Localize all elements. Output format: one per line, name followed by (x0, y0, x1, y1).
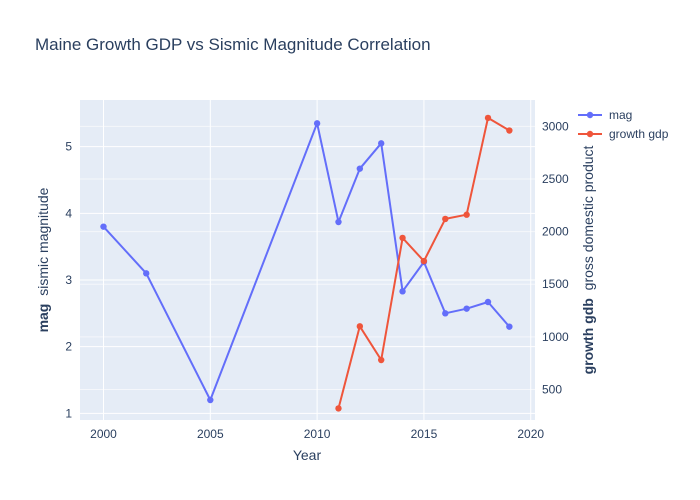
data-point-growth-gdp[interactable] (335, 405, 342, 412)
data-point-growth-gdp[interactable] (484, 114, 492, 122)
y-tick-label: 2 (65, 340, 72, 354)
y2-tick-label: 1000 (542, 330, 569, 344)
data-point-mag[interactable] (377, 140, 385, 147)
y-axis-title: mag sismic magnitude (35, 187, 51, 332)
y2-axis-title-rest: gross domestic product (580, 145, 596, 290)
y2-tick-label: 3000 (542, 119, 569, 133)
data-point-growth-gdp[interactable] (506, 127, 513, 134)
y-tick-label: 4 (65, 206, 72, 220)
series-layer (100, 114, 513, 412)
x-axis-title: Year (293, 447, 322, 463)
data-point-growth-gdp[interactable] (420, 257, 428, 265)
chart-title: Maine Growth GDP vs Sismic Magnitude Cor… (35, 35, 431, 54)
y2-tick-label: 500 (542, 382, 562, 396)
grid-lines (80, 100, 535, 420)
y2-tick-label: 2000 (542, 225, 569, 239)
y2-axis-ticks: 500 1000 1500 2000 2500 3000 (542, 119, 569, 396)
data-point-growth-gdp[interactable] (399, 234, 406, 242)
x-tick-label: 2000 (90, 427, 117, 441)
data-point-mag[interactable] (335, 218, 342, 226)
y2-tick-label: 1500 (542, 277, 569, 291)
data-point-growth-gdp[interactable] (377, 356, 385, 364)
data-point-mag[interactable] (313, 120, 321, 127)
y-tick-label: 5 (65, 140, 72, 154)
legend-item-mag[interactable]: mag (578, 108, 632, 122)
legend-swatch-marker (586, 111, 594, 119)
x-tick-label: 2020 (517, 427, 544, 441)
y2-axis-title-bold: growth gdb (580, 298, 596, 374)
y2-axis-title: growth gdb gross domestic product (580, 145, 596, 374)
legend-label: mag (609, 108, 632, 122)
y-axis-ticks: 1 2 3 4 5 (65, 140, 72, 421)
x-tick-label: 2015 (411, 427, 438, 441)
legend-item-growth-gdp[interactable]: growth gdp (578, 127, 669, 141)
data-point-mag[interactable] (399, 288, 406, 295)
y-tick-label: 1 (65, 406, 72, 420)
data-point-growth-gdp[interactable] (442, 215, 449, 223)
data-point-mag[interactable] (463, 305, 470, 312)
data-point-mag[interactable] (100, 223, 107, 230)
data-point-growth-gdp[interactable] (463, 211, 470, 218)
y-tick-label: 3 (65, 273, 72, 287)
x-tick-label: 2010 (304, 427, 331, 441)
plot-area (80, 100, 535, 420)
x-tick-label: 2005 (197, 427, 224, 441)
y-axis-title-rest: sismic magnitude (35, 187, 51, 295)
legend-swatch-marker (586, 130, 594, 138)
data-point-mag[interactable] (143, 270, 150, 277)
y2-tick-label: 2500 (542, 172, 569, 186)
legend[interactable]: mag growth gdp (578, 108, 669, 141)
data-point-mag[interactable] (356, 165, 364, 172)
data-point-mag[interactable] (207, 396, 214, 404)
legend-label: growth gdp (609, 127, 669, 141)
y-axis-title-bold: mag (35, 304, 51, 333)
data-point-mag[interactable] (506, 323, 513, 330)
x-axis-ticks: 2000 2005 2010 2015 2020 (90, 427, 544, 441)
data-point-mag[interactable] (484, 298, 492, 306)
data-point-growth-gdp[interactable] (356, 323, 364, 330)
data-point-mag[interactable] (442, 310, 449, 317)
